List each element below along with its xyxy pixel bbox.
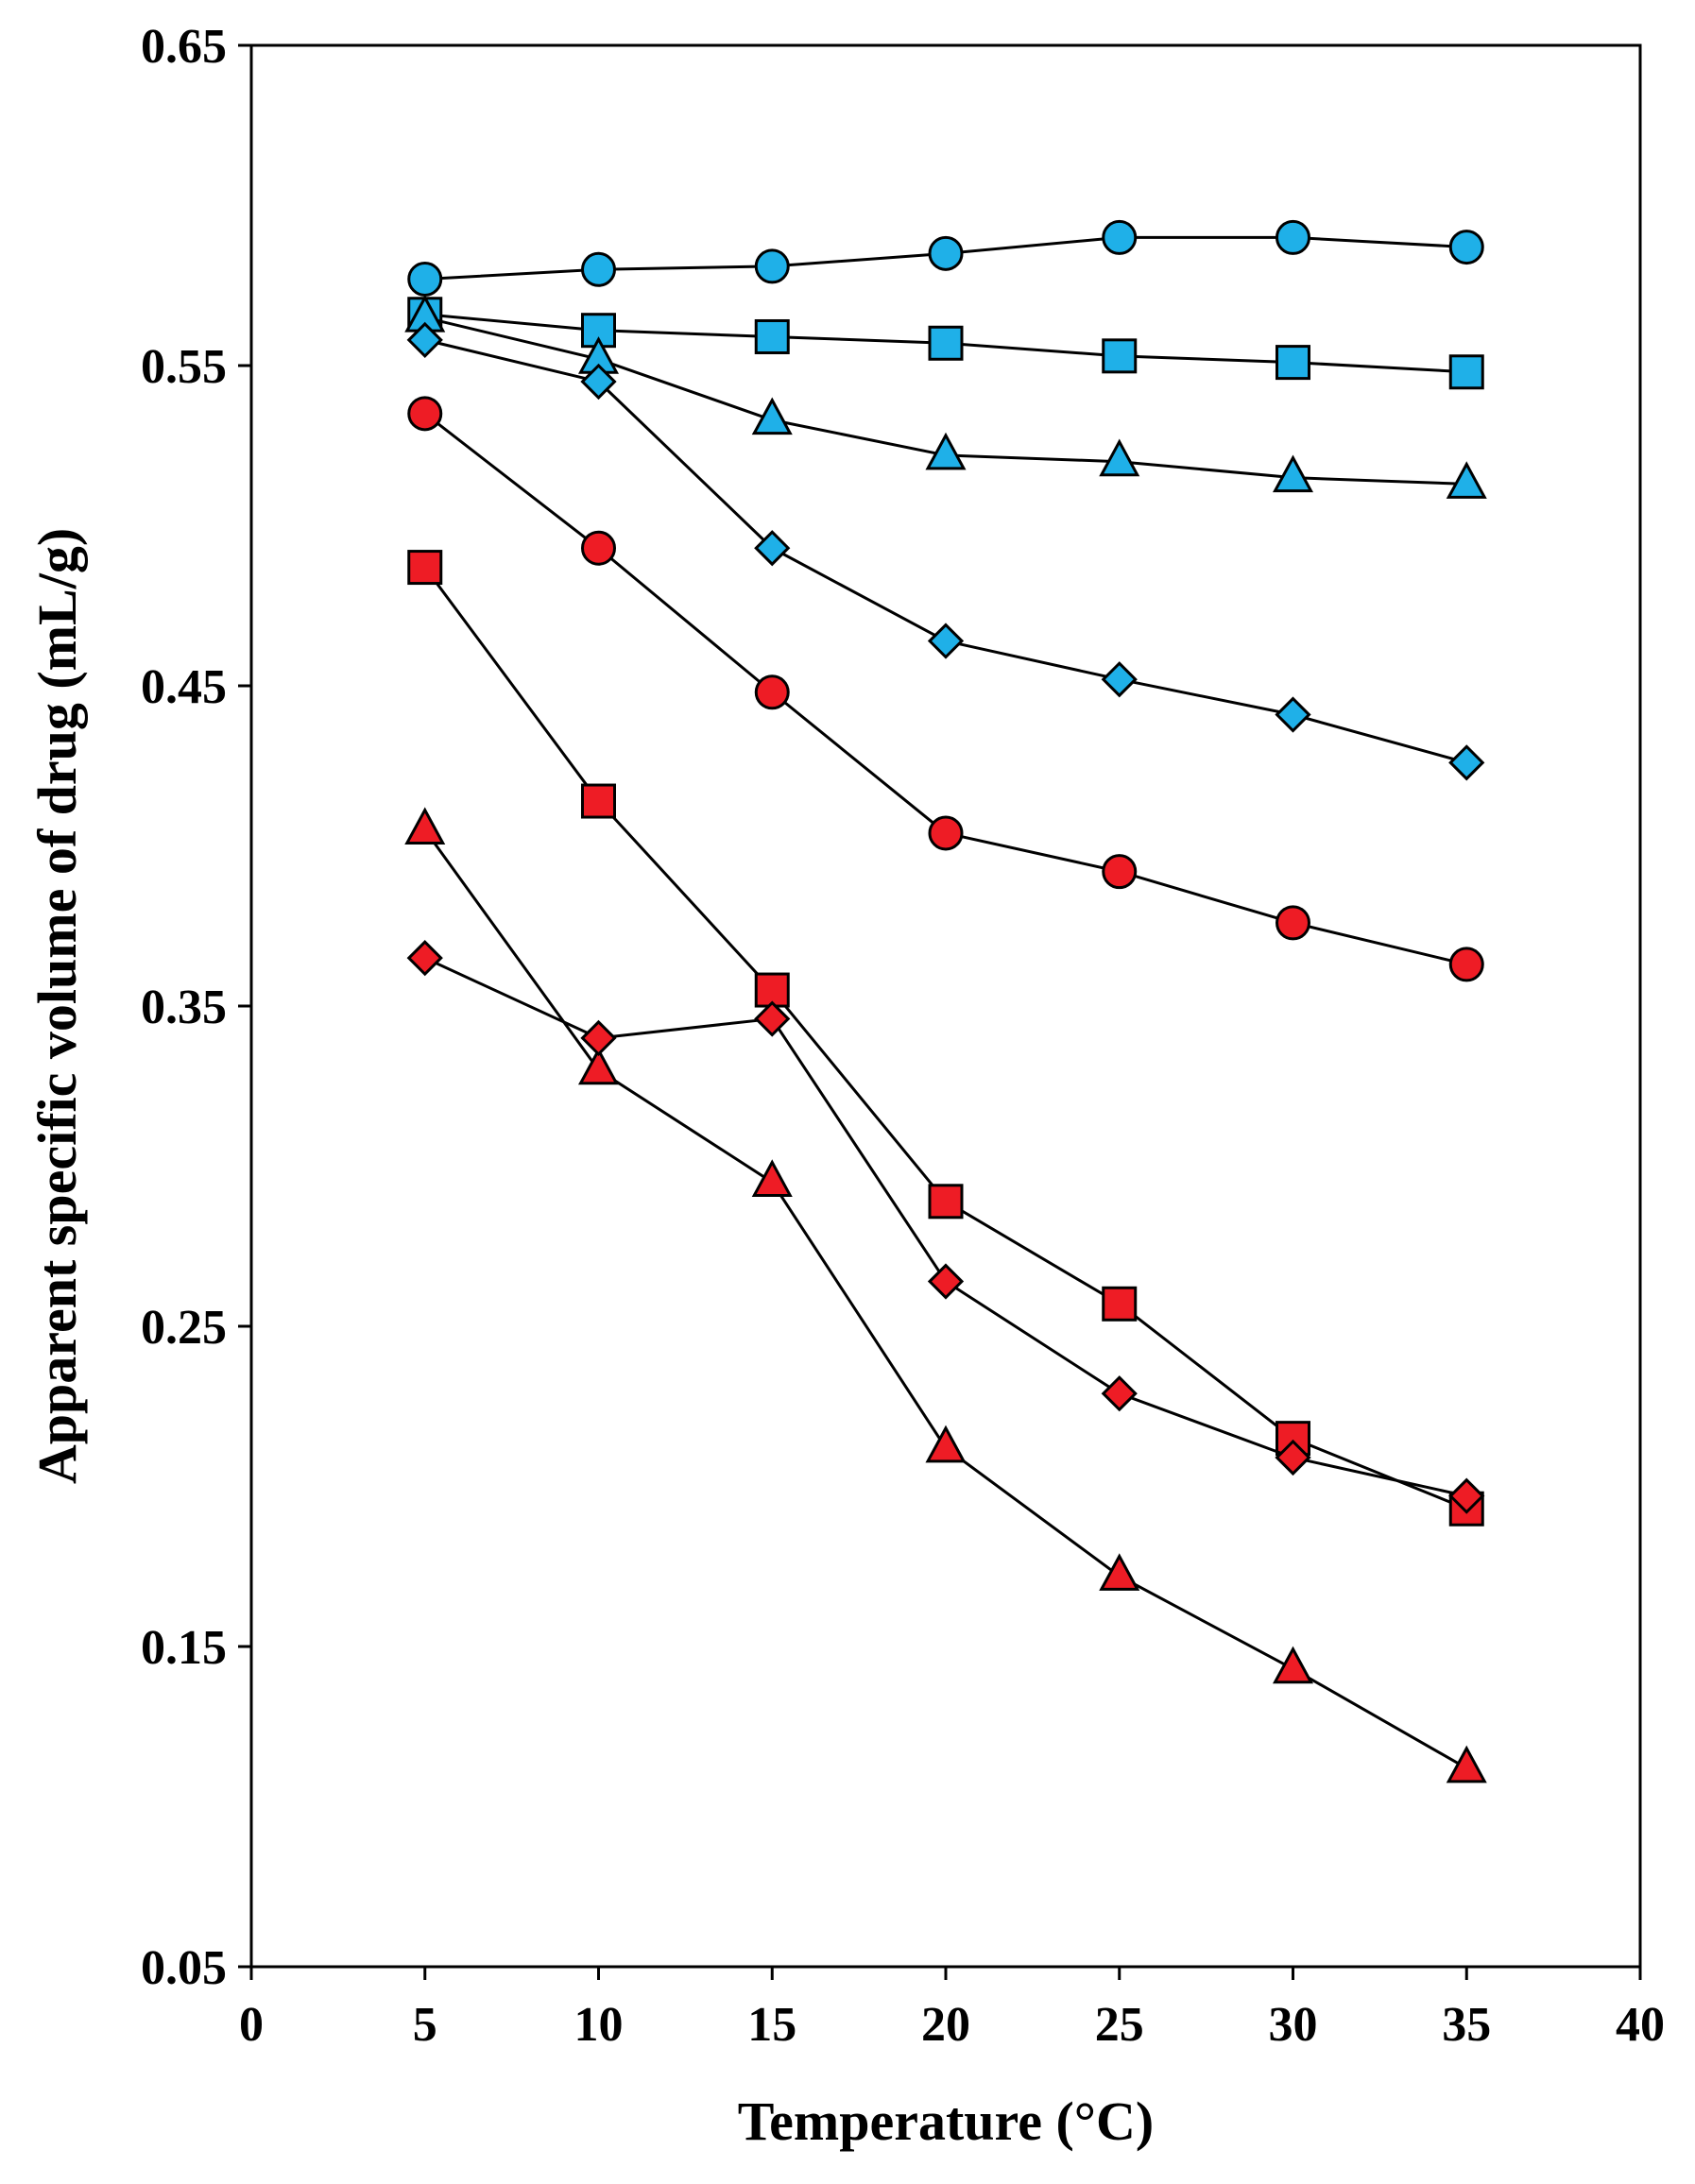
series-4-point-1 — [581, 530, 616, 566]
series-3-point-2 — [754, 530, 791, 567]
series-3-point-5 — [1275, 696, 1311, 733]
series-3-point-3 — [927, 623, 965, 659]
series-3 — [406, 321, 1485, 781]
y-tick-label-6: 0.65 — [141, 20, 227, 74]
series-7-point-2 — [754, 1000, 791, 1037]
series-7 — [406, 940, 1485, 1514]
series-0-point-2 — [754, 248, 790, 284]
series-1-point-5 — [1276, 345, 1310, 381]
series-5 — [407, 550, 1484, 1527]
y-axis-title: Apparent specific volume of drug (mL/g) — [26, 528, 88, 1484]
series-7-point-3 — [927, 1263, 965, 1300]
series-4-point-5 — [1276, 905, 1310, 941]
series-5-point-3 — [928, 1184, 964, 1220]
series-6-point-6 — [1446, 1745, 1487, 1783]
series-2 — [404, 295, 1487, 499]
ticks-layer: 0 5 10 15 20 25 30 35 40 0.05 0.15 0.25 0.35 0.45 0.55… — [141, 20, 1665, 2052]
series-2-point-2 — [751, 397, 793, 435]
series-0-point-0 — [407, 261, 443, 297]
series-layer — [404, 219, 1487, 1783]
series-3-line — [424, 338, 1467, 764]
x-tick-label-7: 35 — [1442, 1998, 1491, 2052]
series-5-point-1 — [581, 783, 616, 819]
x-tick-label-6: 30 — [1269, 1998, 1318, 2052]
series-2-point-5 — [1272, 454, 1314, 493]
series-7-point-5 — [1275, 1439, 1311, 1476]
series-0-point-5 — [1276, 219, 1310, 255]
series-7-point-4 — [1101, 1375, 1138, 1412]
series-4-point-4 — [1102, 854, 1138, 890]
series-0-point-3 — [928, 235, 964, 271]
series-1-point-3 — [928, 325, 964, 361]
y-tick-label-3: 0.35 — [141, 981, 227, 1034]
series-3-point-6 — [1448, 744, 1485, 781]
series-6-point-1 — [577, 1047, 620, 1085]
y-tick-label-4: 0.45 — [141, 660, 227, 714]
series-3-point-1 — [580, 363, 617, 401]
y-tick-label-5: 0.55 — [141, 340, 227, 394]
x-tick-label-1: 5 — [413, 1998, 437, 2052]
series-3-point-4 — [1101, 661, 1138, 698]
x-tick-label-2: 10 — [574, 1998, 624, 2052]
x-axis-title: Temperature (°C) — [738, 2090, 1154, 2152]
series-6-point-0 — [404, 807, 446, 845]
series-2-point-6 — [1446, 461, 1487, 499]
series-5-point-4 — [1102, 1286, 1138, 1322]
series-7-point-1 — [580, 1019, 617, 1057]
series-4 — [407, 396, 1484, 982]
series-2-point-3 — [925, 432, 967, 470]
series-0-point-1 — [581, 251, 616, 287]
series-0-point-6 — [1448, 230, 1484, 265]
x-tick-label-4: 20 — [921, 1998, 970, 2052]
series-7-point-6 — [1448, 1477, 1485, 1514]
series-3-point-0 — [406, 321, 443, 359]
series-1-point-6 — [1448, 354, 1484, 390]
series-7-point-0 — [406, 940, 443, 977]
series-1-point-4 — [1102, 338, 1138, 374]
x-tick-label-3: 15 — [747, 1998, 796, 2052]
y-tick-label-2: 0.25 — [141, 1301, 227, 1355]
series-4-point-0 — [407, 396, 443, 432]
series-4-line — [423, 412, 1467, 966]
series-6 — [404, 807, 1487, 1783]
series-4-point-3 — [928, 815, 964, 851]
series-6-point-5 — [1272, 1646, 1314, 1684]
series-6-point-2 — [751, 1159, 793, 1197]
series-0 — [407, 219, 1484, 297]
series-6-point-4 — [1099, 1553, 1140, 1591]
x-tick-label-5: 25 — [1095, 1998, 1144, 2052]
series-2-point-4 — [1099, 438, 1140, 477]
series-6-point-3 — [925, 1425, 967, 1463]
series-4-point-6 — [1448, 947, 1484, 982]
series-1-point-2 — [754, 318, 790, 354]
y-tick-label-1: 0.15 — [141, 1621, 227, 1675]
x-tick-label-0: 0 — [239, 1998, 264, 2052]
series-4-point-2 — [754, 674, 790, 710]
x-tick-label-8: 40 — [1616, 1998, 1665, 2052]
y-tick-label-0: 0.05 — [141, 1941, 227, 1995]
series-0-point-4 — [1102, 219, 1138, 255]
series-5-point-0 — [407, 550, 443, 586]
